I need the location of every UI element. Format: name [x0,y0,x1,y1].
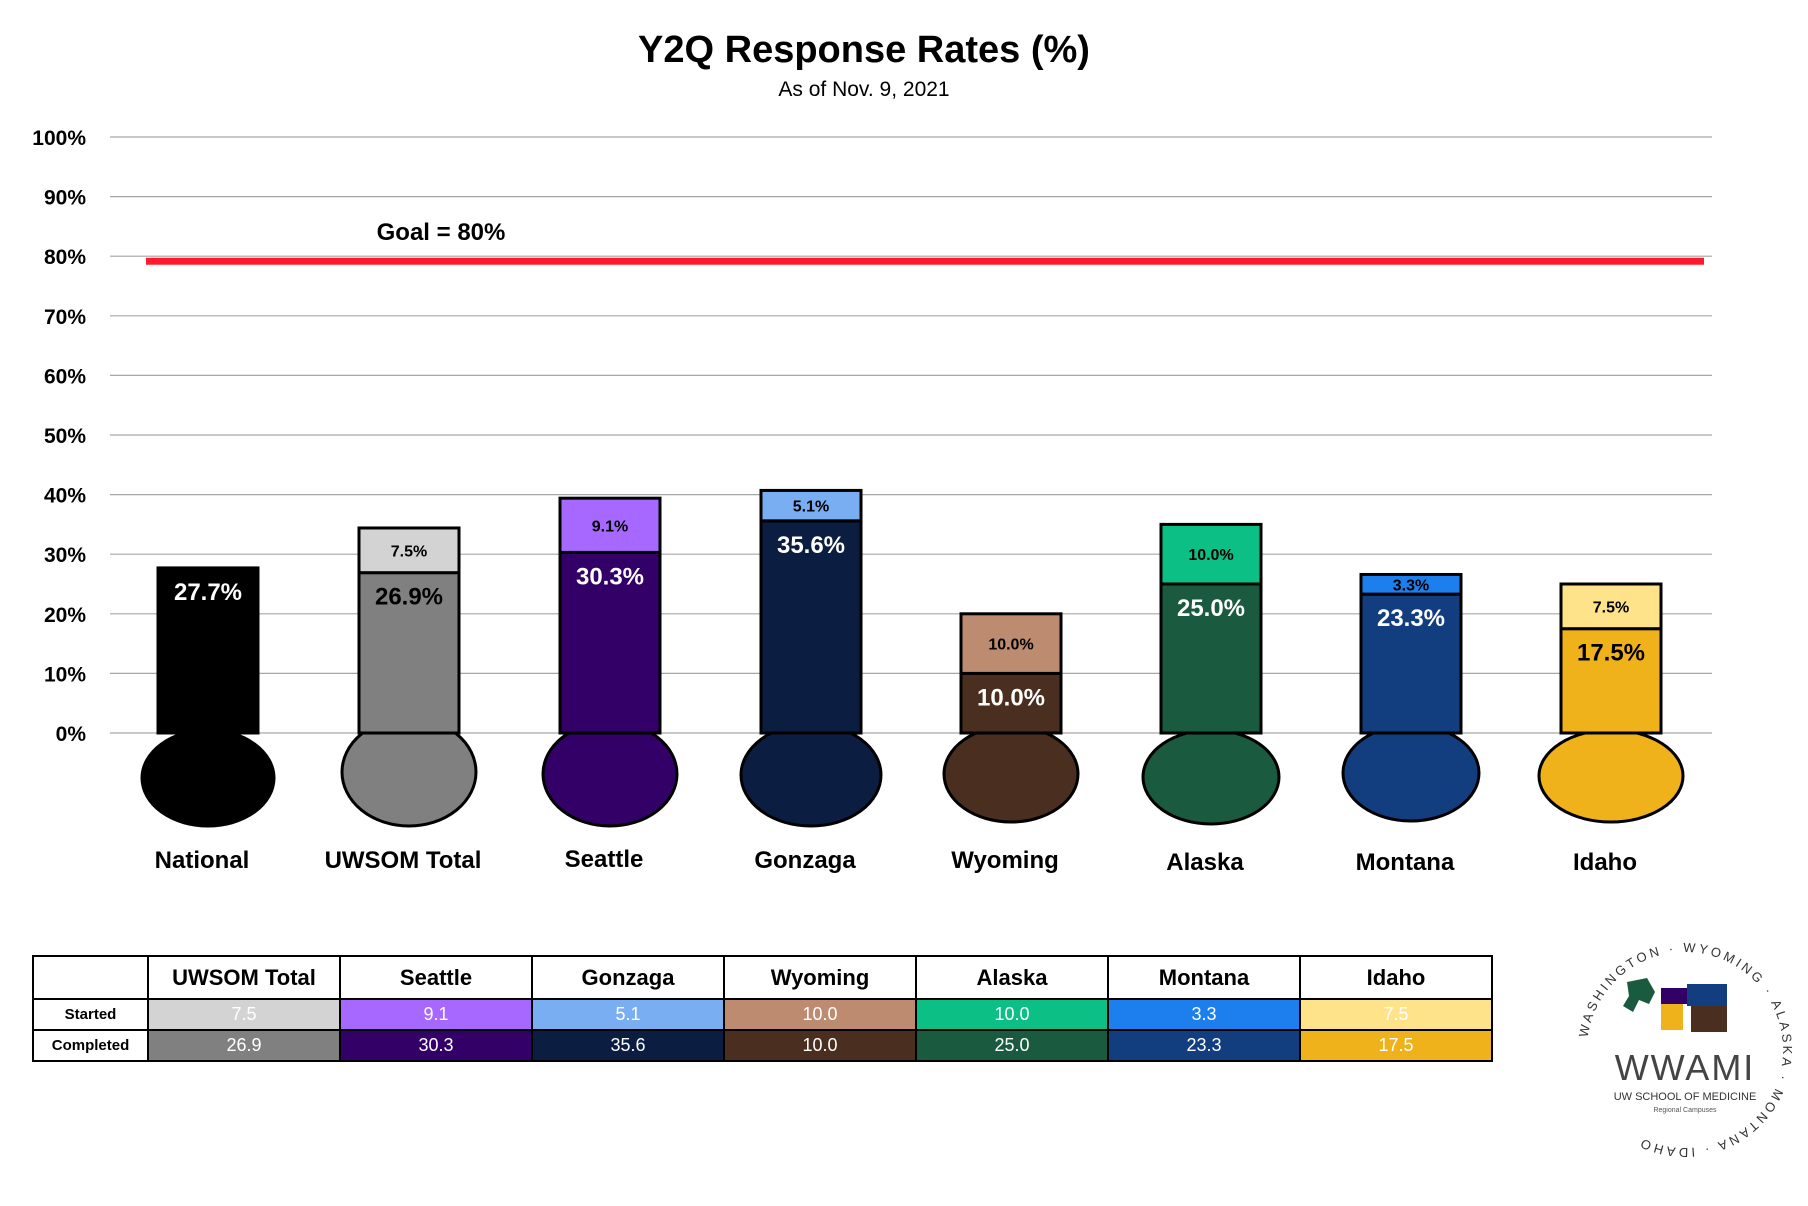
table-row-label: Completed [32,1029,149,1062]
table-row-label: Started [32,998,149,1031]
table-cell: 23.3 [1107,1029,1301,1062]
y-tick-label: 70% [44,306,86,329]
bar-completed-label: 17.5% [1577,640,1645,667]
table-column-header: UWSOM Total [147,955,341,1000]
bar-bulb [739,722,883,828]
bar-started-label: 7.5% [391,543,427,560]
logo-subtitle-2: Regional Campuses [1653,1107,1717,1114]
y-tick-label: 60% [44,365,86,388]
bar-completed-label: 26.9% [375,584,443,611]
y-tick-label: 10% [44,663,86,686]
bar-completed-label: 30.3% [576,563,644,590]
table-corner-cell [32,955,149,1000]
bar-completed [558,550,662,735]
y-tick-label: 20% [44,604,86,627]
x-category-label: Gonzaga [754,847,856,874]
table-column-header: Alaska [915,955,1109,1000]
table-cell: 5.1 [531,998,725,1031]
y-axis-ticks: 0% 10% 20% 30% 40% 50% 60% 70% 80% 90% 100% [32,127,86,746]
table-cell: 17.5 [1299,1029,1493,1062]
bar-completed [1159,582,1263,735]
region-map-icon [1623,978,1727,1032]
x-category-label: National [155,847,250,874]
bar-started [1159,522,1263,586]
bar-bulb [1341,723,1481,823]
bar-completed-label: 10.0% [977,684,1045,711]
table-cell: 35.6 [531,1029,725,1062]
goal-annotation: Goal = 80% [146,219,1704,265]
bar-started-label: 3.3% [1393,577,1429,594]
table-cell: 26.9 [147,1029,341,1062]
x-category-label: UWSOM Total [325,847,482,874]
table-row-started: Started 7.5 9.1 5.1 10.0 10.0 3.3 7.5 [32,998,1493,1031]
bar-started [759,488,863,523]
x-category-label: Seattle [565,846,644,873]
logo-subtitle: UW SCHOOL OF MEDICINE [1614,1091,1757,1103]
logo-name: WWAMI [1615,1047,1756,1088]
bar-completed [959,671,1063,735]
table-cell: 10.0 [723,1029,917,1062]
wwami-logo: WASHINGTON · WYOMING · ALASKA · MONTANA … [1576,940,1792,1160]
x-category-label: Idaho [1573,849,1637,876]
bar-started [558,496,662,554]
bar-started [357,526,461,575]
table-cell: 3.3 [1107,998,1301,1031]
table-column-header: Seattle [339,955,533,1000]
bar-completed-label: 35.6% [777,532,845,559]
table-cell: 10.0 [723,998,917,1031]
bar-completed [759,519,863,735]
table-cell: 30.3 [339,1029,533,1062]
table-cell: 7.5 [1299,998,1493,1031]
bar-bulb [942,724,1080,824]
table-header-row: UWSOM Total Seattle Gonzaga Wyoming Alas… [32,955,1493,1000]
table-cell: 10.0 [915,998,1109,1031]
x-category-label: Wyoming [951,847,1059,874]
goal-label: Goal = 80% [377,219,506,246]
table-column-header: Idaho [1299,955,1493,1000]
bar-completed [1559,627,1663,735]
y-tick-label: 50% [44,425,86,448]
table-cell: 9.1 [339,998,533,1031]
y-tick-label: 40% [44,485,86,508]
bar-started-label: 5.1% [793,499,829,516]
bar-bulb [140,728,276,828]
table-row-completed: Completed 26.9 30.3 35.6 10.0 25.0 23.3 … [32,1029,1493,1062]
table-column-header: Gonzaga [531,955,725,1000]
table-cell: 25.0 [915,1029,1109,1062]
response-rate-chart: Y2Q Response Rates (%) As of Nov. 9, 202… [32,29,1712,876]
gridlines [110,136,1712,734]
bar-started-label: 7.5% [1593,599,1629,616]
y-tick-label: 30% [44,544,86,567]
bar-completed-label: 23.3% [1377,605,1445,632]
bar-started [1559,582,1663,631]
x-category-label: Montana [1356,849,1455,876]
bar-completed-label: 25.0% [1177,595,1245,622]
bar-started-label: 10.0% [1188,547,1233,564]
chart-title: Y2Q Response Rates (%) [638,29,1090,71]
bar-started [1359,572,1463,596]
bar-bulb [1141,728,1281,826]
bar-started-label: 10.0% [988,637,1033,654]
y-tick-label: 90% [44,187,86,210]
y-tick-label: 80% [44,246,86,269]
bar-started-label: 9.1% [592,518,628,535]
bar-completed [156,566,260,735]
y-tick-label: 100% [32,127,86,150]
x-category-label: Alaska [1166,849,1244,876]
bar-bulb [541,720,679,828]
bar-started [959,612,1063,675]
y-tick-label: 0% [56,723,87,746]
table-column-header: Wyoming [723,955,917,1000]
bar-completed-label: 27.7% [174,579,242,606]
bars: 27.7% National 7.5% 26.9% UWSOM Total 9.1% 30.… [140,488,1685,876]
table-column-header: Montana [1107,955,1301,1000]
chart-subtitle: As of Nov. 9, 2021 [778,78,949,101]
table-cell: 7.5 [147,998,341,1031]
data-table: UWSOM Total Seattle Gonzaga Wyoming Alas… [32,955,1493,1062]
bar-completed [1359,592,1463,735]
bar-bulb [1537,728,1685,824]
